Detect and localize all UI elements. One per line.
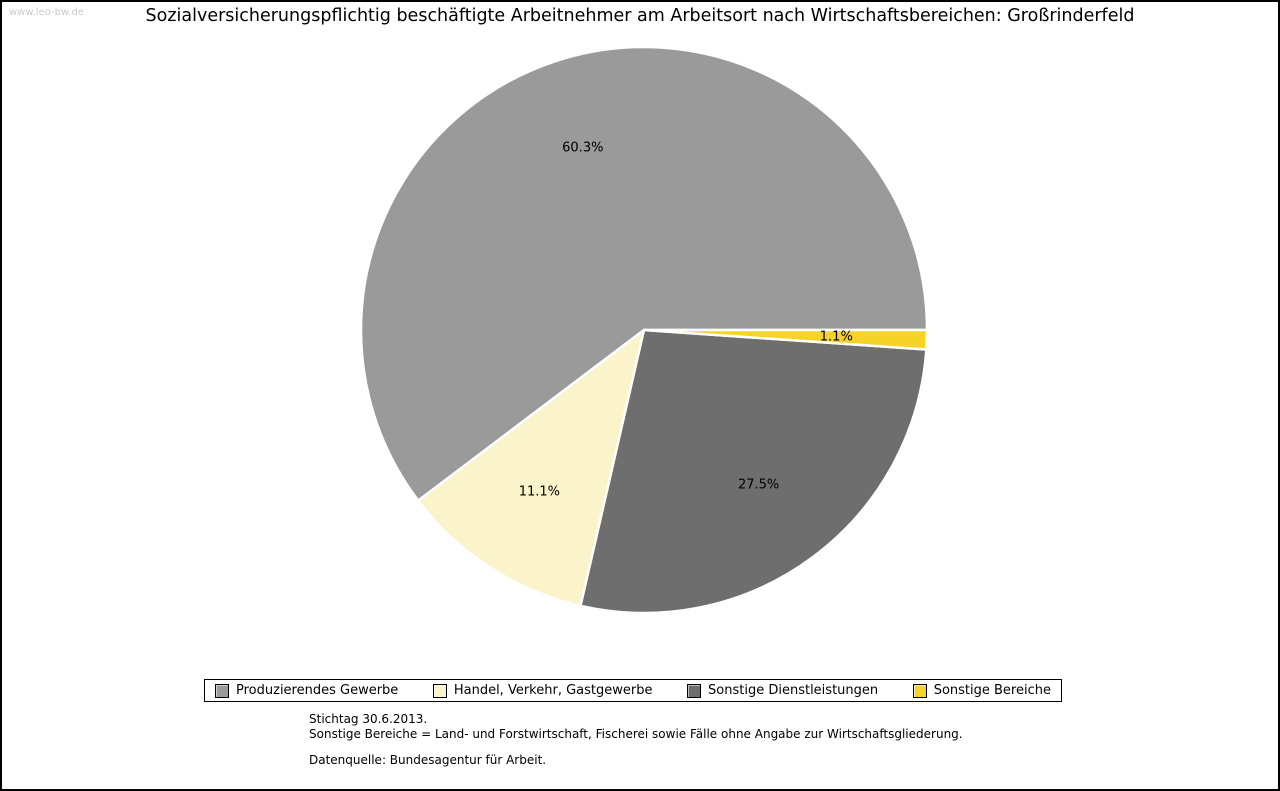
watermark: www.leo-bw.de [9,7,84,18]
legend-label: Sonstige Bereiche [933,683,1051,698]
legend-item-0: Produzierendes Gewerbe [215,683,398,698]
pie-slice-3 [642,328,929,351]
legend-label: Produzierendes Gewerbe [236,683,399,698]
slice-percentage-label-3: 1.1% [820,330,853,345]
footnote-source: Datenquelle: Bundesagentur für Arbeit. [309,753,547,767]
legend-item-1: Handel, Verkehr, Gastgewerbe [432,683,653,698]
legend-label: Handel, Verkehr, Gastgewerbe [453,683,653,698]
legend: Produzierendes Gewerbe Handel, Verkehr, G… [204,679,1062,702]
footnote-stichtag: Stichtag 30.6.2013. [309,712,428,726]
slice-percentage-label-1: 11.1% [519,485,560,500]
pie-chart: 60.3% 11.1% 27.5% 1.1% [359,45,929,615]
legend-item-3: Sonstige Bereiche [912,683,1051,698]
slice-percentage-label-0: 60.3% [562,141,603,156]
legend-swatch-icon [912,683,927,698]
legend-swatch-icon [215,683,229,698]
legend-swatch-icon [432,683,447,698]
pie-slice-0 [359,45,929,502]
footnotes: Stichtag 30.6.2013. Sonstige Bereiche = … [309,712,963,768]
legend-label: Sonstige Dienstleistungen [708,683,879,698]
pie-slice-1 [416,328,646,608]
pie-slice-2 [579,328,928,615]
footnote-definition: Sonstige Bereiche = Land- und Forstwirts… [309,726,963,741]
legend-item-2: Sonstige Dienstleistungen [687,683,878,698]
legend-swatch-icon [687,683,702,698]
chart-title: Sozialversicherungspflichtig beschäftigt… [145,6,1135,26]
slice-percentage-label-2: 27.5% [738,478,779,493]
